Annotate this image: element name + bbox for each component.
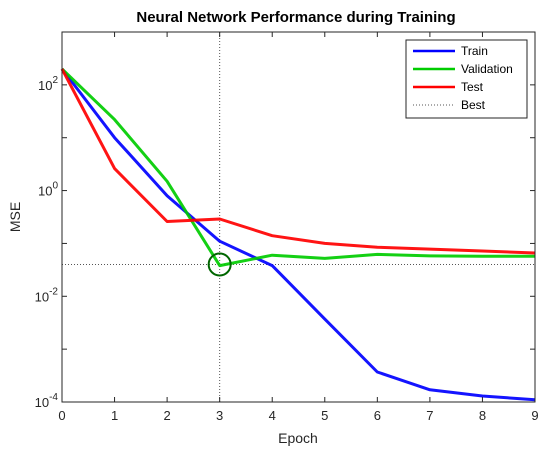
plot-frame xyxy=(61,31,536,403)
series-line-validation xyxy=(60,67,535,268)
legend-label-train: Train xyxy=(461,44,488,58)
series-line-test xyxy=(60,68,536,255)
x-tick-label: 1 xyxy=(111,408,118,423)
legend: Train Validation Test Best xyxy=(405,39,528,119)
series-line-train xyxy=(60,67,536,402)
best-reference-lines xyxy=(62,32,535,402)
x-tick-label: 9 xyxy=(531,408,538,423)
x-tick-label: 7 xyxy=(426,408,433,423)
x-axis: 0 1 2 3 4 5 6 7 8 9 xyxy=(58,32,539,423)
x-tick-label: 3 xyxy=(216,408,223,423)
x-tick-label: 6 xyxy=(374,408,381,423)
y-tick-label: 100 xyxy=(38,181,58,199)
y-axis: 10-4 10-2 100 102 xyxy=(35,31,535,410)
x-tick-label: 8 xyxy=(479,408,486,423)
x-tick-label: 4 xyxy=(269,408,276,423)
y-tick-label: 10-2 xyxy=(35,286,59,304)
y-tick-label: 102 xyxy=(38,75,58,93)
best-marker xyxy=(207,252,232,277)
chart-title: Neural Network Performance during Traini… xyxy=(136,9,455,26)
x-tick-label: 2 xyxy=(163,408,170,423)
legend-label-test: Test xyxy=(461,80,484,94)
legend-label-best: Best xyxy=(461,98,486,112)
x-axis-label: Epoch xyxy=(278,430,318,446)
legend-box xyxy=(405,39,528,119)
x-tick-label: 5 xyxy=(321,408,328,423)
y-tick-label: 10-4 xyxy=(35,392,59,410)
series-lines xyxy=(60,67,536,402)
legend-label-validation: Validation xyxy=(461,62,513,76)
x-tick-label: 0 xyxy=(58,408,65,423)
y-axis-label: MSE xyxy=(7,202,23,232)
